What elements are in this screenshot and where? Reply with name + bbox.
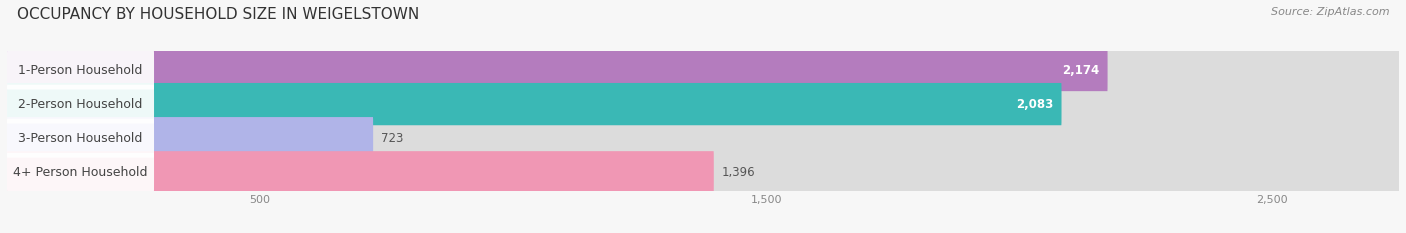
FancyBboxPatch shape: [7, 85, 155, 123]
Text: 3-Person Household: 3-Person Household: [18, 132, 142, 145]
Text: 2-Person Household: 2-Person Household: [18, 98, 142, 111]
Text: Source: ZipAtlas.com: Source: ZipAtlas.com: [1271, 7, 1389, 17]
FancyBboxPatch shape: [7, 49, 1108, 91]
FancyBboxPatch shape: [7, 153, 155, 192]
Text: 1-Person Household: 1-Person Household: [18, 64, 142, 76]
Text: 4+ Person Household: 4+ Person Household: [13, 166, 148, 179]
FancyBboxPatch shape: [7, 121, 1399, 155]
FancyBboxPatch shape: [7, 151, 714, 193]
FancyBboxPatch shape: [7, 151, 1399, 193]
FancyBboxPatch shape: [7, 117, 373, 159]
FancyBboxPatch shape: [7, 49, 1399, 91]
FancyBboxPatch shape: [7, 119, 155, 158]
FancyBboxPatch shape: [7, 156, 1399, 189]
Text: 723: 723: [381, 132, 404, 145]
Text: OCCUPANCY BY HOUSEHOLD SIZE IN WEIGELSTOWN: OCCUPANCY BY HOUSEHOLD SIZE IN WEIGELSTO…: [17, 7, 419, 22]
FancyBboxPatch shape: [7, 87, 1399, 121]
FancyBboxPatch shape: [7, 83, 1062, 125]
FancyBboxPatch shape: [7, 53, 1399, 87]
Text: 1,396: 1,396: [721, 166, 755, 179]
FancyBboxPatch shape: [7, 83, 1399, 125]
Text: 2,174: 2,174: [1063, 64, 1099, 76]
FancyBboxPatch shape: [7, 51, 155, 89]
FancyBboxPatch shape: [7, 117, 1399, 159]
Text: 2,083: 2,083: [1017, 98, 1053, 111]
